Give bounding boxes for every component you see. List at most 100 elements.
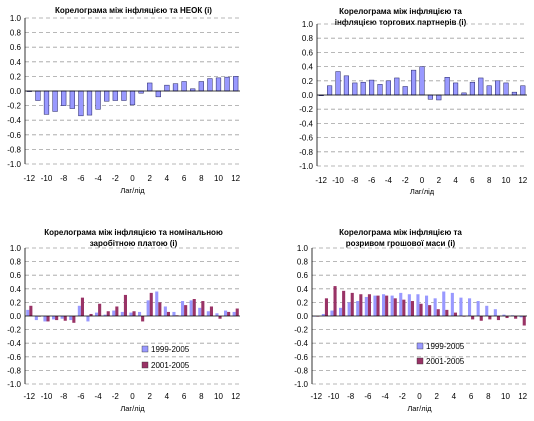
- legend-swatch: [141, 345, 149, 353]
- legend-swatch: [141, 361, 149, 369]
- x-tick-label: -2: [112, 174, 120, 183]
- bar: [411, 69, 417, 96]
- chart-title-line: розривом грошової маси (і): [345, 239, 456, 248]
- y-tick-label: 0.6: [10, 271, 22, 280]
- y-tick-label: -0.4: [299, 119, 313, 128]
- bar: [232, 311, 236, 316]
- y-tick-label: -1.0: [7, 160, 21, 169]
- bar: [416, 294, 420, 316]
- legend-label: 2001-2005: [151, 361, 190, 370]
- bar: [233, 76, 239, 92]
- bar: [61, 90, 67, 106]
- x-tick-label: -4: [385, 176, 393, 185]
- y-tick-label: 0.4: [10, 285, 22, 294]
- bar: [359, 294, 363, 316]
- y-tick-label: 0.2: [297, 298, 309, 307]
- bar: [224, 76, 230, 92]
- bar: [433, 298, 437, 316]
- x-tick-label: -6: [368, 176, 376, 185]
- bar: [373, 295, 377, 316]
- bar: [402, 299, 406, 316]
- x-tick-label: -8: [351, 176, 359, 185]
- bar: [104, 90, 110, 102]
- y-tick-label: 0.4: [297, 285, 309, 294]
- x-tick-label: 8: [199, 392, 204, 401]
- y-tick-label: 0.2: [10, 72, 22, 81]
- y-tick-label: 0.4: [302, 63, 314, 72]
- bar: [46, 316, 50, 322]
- x-tick-label: -12: [311, 392, 323, 401]
- bar: [427, 94, 433, 100]
- bar: [215, 77, 222, 92]
- bar: [399, 292, 403, 316]
- bar: [520, 85, 526, 96]
- y-tick-label: 0.6: [10, 43, 22, 52]
- y-tick-label: -0.2: [7, 102, 21, 111]
- y-tick-label: 1.0: [302, 20, 314, 29]
- y-tick-label: -0.2: [294, 326, 308, 335]
- x-tick-label: -10: [332, 176, 344, 185]
- legend-label: 1999-2005: [426, 342, 465, 351]
- bar: [514, 316, 518, 319]
- y-tick-label: -0.6: [7, 353, 21, 362]
- x-tick-label: 12: [231, 392, 240, 401]
- bar: [382, 294, 386, 316]
- bar: [496, 316, 500, 321]
- x-tick-label: 10: [502, 176, 511, 185]
- bar: [505, 316, 509, 319]
- bar: [224, 310, 228, 316]
- y-tick-label: -0.4: [7, 339, 21, 348]
- bar: [350, 292, 354, 316]
- bar: [155, 291, 159, 316]
- bar: [206, 311, 210, 316]
- chart-svg: 1.00.80.60.40.20.0-0.2-0.4-0.6-0.8-1.0-1…: [7, 14, 240, 195]
- bar: [419, 303, 423, 316]
- bar: [89, 313, 93, 316]
- bar: [335, 71, 341, 96]
- y-tick-label: 0.8: [10, 29, 22, 38]
- bar: [394, 77, 400, 96]
- bar: [52, 90, 58, 112]
- x-tick-label: 6: [470, 176, 475, 185]
- bar: [469, 81, 475, 96]
- x-tick-label: 10: [214, 174, 223, 183]
- bar: [377, 84, 383, 96]
- x-tick-label: 2: [147, 392, 152, 401]
- y-tick-label: 0.0: [10, 87, 22, 96]
- bar: [453, 82, 459, 96]
- x-axis-label: Лаг/лід: [407, 404, 432, 413]
- bar: [149, 292, 153, 316]
- bar: [181, 301, 185, 316]
- bar: [495, 80, 501, 96]
- chart-title-line: Корелограма між інфляцією та: [339, 228, 462, 237]
- bar: [158, 302, 162, 316]
- x-tick-label: -8: [60, 174, 68, 183]
- chart-panel-trade-partners: Корелограма між інфляцією та інфляцією т…: [267, 0, 534, 200]
- bar: [215, 313, 219, 316]
- y-tick-label: -0.6: [7, 131, 21, 140]
- y-tick-label: 0.4: [10, 58, 22, 67]
- x-tick-label: -12: [24, 392, 36, 401]
- bar: [324, 298, 328, 316]
- bar: [407, 294, 411, 316]
- chart-title: Корелограма між інфляцією та НЕОК (і): [0, 5, 267, 16]
- bar: [184, 305, 188, 316]
- x-tick-label: 10: [214, 392, 223, 401]
- y-tick-label: -0.2: [7, 326, 21, 335]
- bar: [502, 314, 506, 316]
- chart-svg: 1.00.80.60.40.20.0-0.2-0.4-0.6-0.8-1.0-1…: [294, 244, 527, 413]
- x-tick-label: 8: [199, 174, 204, 183]
- bar: [60, 316, 64, 319]
- bar: [80, 297, 84, 316]
- x-tick-label: -4: [95, 392, 103, 401]
- bar: [43, 316, 47, 322]
- x-axis-label: Лаг/лід: [120, 404, 145, 413]
- bar: [181, 81, 187, 92]
- bar: [445, 309, 449, 316]
- bar: [364, 296, 368, 316]
- x-tick-label: 4: [452, 392, 457, 401]
- x-tick-label: -2: [399, 392, 407, 401]
- bar: [488, 316, 492, 320]
- bar: [342, 290, 346, 316]
- bar: [369, 79, 375, 96]
